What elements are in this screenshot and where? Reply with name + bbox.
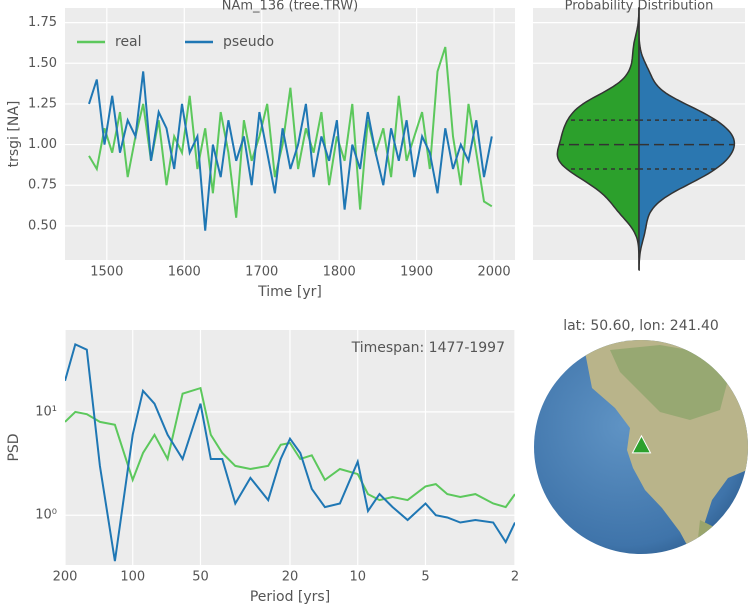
x-tick-label: 1500 [90,265,123,280]
x-tick-label: 2000 [478,265,511,280]
x-tick-label: 1800 [323,265,356,280]
legend-label: real [115,34,142,50]
x-tick-label: 200 [53,570,78,585]
y-tick-label: 1.75 [28,15,57,30]
violin-half [638,8,736,271]
globe [534,340,748,554]
plot-area [65,8,515,260]
x-tick-label: 20 [282,570,299,585]
annotation: Timespan: 1477-1997 [351,340,505,356]
x-axis-label: Time [yr] [257,284,322,300]
land-forest [610,345,730,420]
ice [715,340,748,350]
x-tick-label: 5 [421,570,429,585]
x-tick-label: 100 [120,570,145,585]
x-tick-label: 2 [511,570,519,585]
x-tick-label: 1700 [245,265,278,280]
x-tick-label: 50 [192,570,209,585]
x-tick-label: 1600 [168,265,201,280]
series-line [88,71,493,231]
y-tick-label: 1.50 [28,56,57,71]
series-line [65,386,515,509]
map-title: lat: 50.60, lon: 241.40 [563,318,719,334]
legend-label: pseudo [223,34,274,50]
y-tick-label: 0.75 [28,178,57,193]
series-line [65,343,515,562]
y-axis-label: PSD [6,433,22,461]
chart-title: NAm_136 (tree.TRW) [222,0,358,14]
chart-title: Probability Distribution [565,0,714,14]
y-tick-label: 10¹ [35,404,57,419]
x-axis-label: Period [yrs] [250,589,330,605]
y-tick-label: 0.50 [28,218,57,233]
land-south [690,520,748,554]
violin-half [556,7,640,270]
y-axis-label: trsgi [NA] [6,101,22,168]
site-marker [631,434,652,454]
y-tick-label: 1.25 [28,96,57,111]
y-tick-label: 1.00 [28,137,57,152]
x-tick-label: 10 [349,570,366,585]
y-tick-label: 10⁰ [35,508,57,523]
x-tick-label: 1900 [400,265,433,280]
